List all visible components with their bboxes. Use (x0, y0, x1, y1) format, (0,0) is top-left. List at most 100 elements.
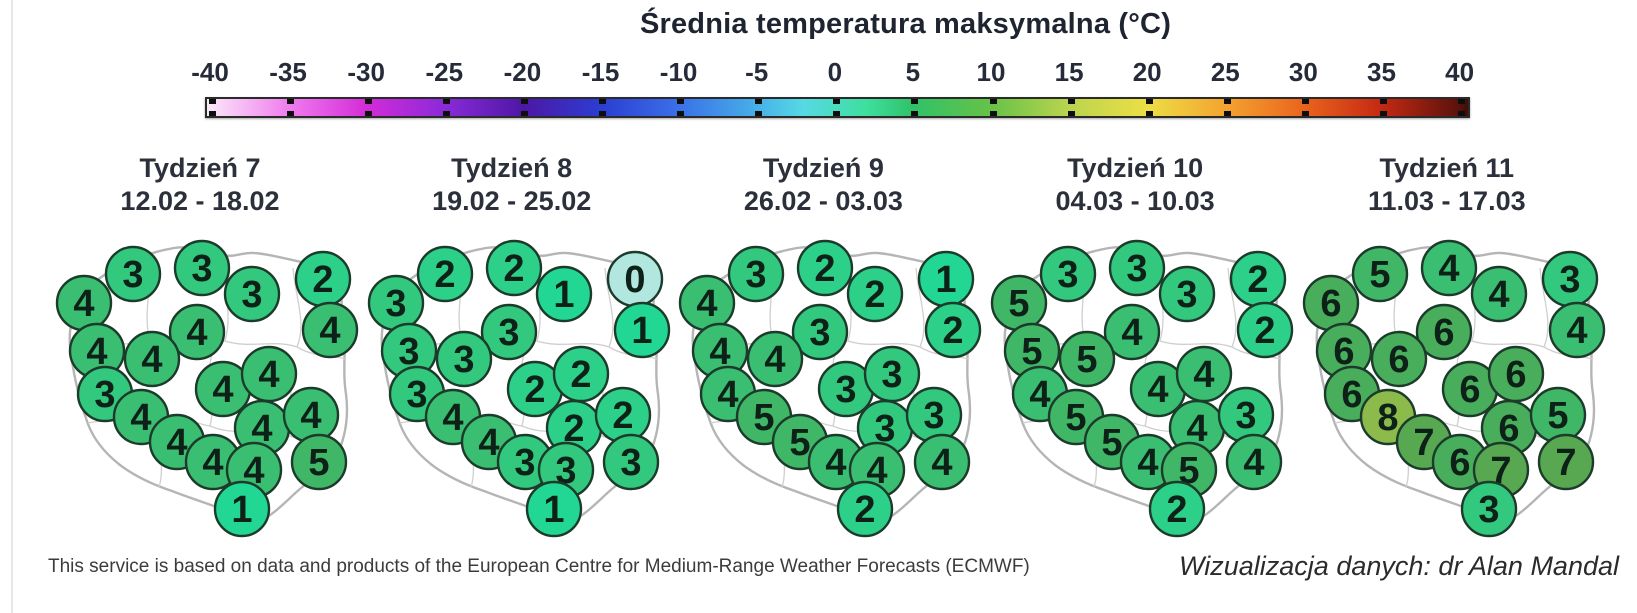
temperature-value: 7 (1555, 442, 1576, 484)
temperature-value: 3 (406, 374, 427, 416)
temperature-marker: 2 (506, 360, 563, 418)
temperature-value: 4 (1138, 442, 1159, 484)
temperature-value: 1 (231, 489, 252, 531)
voivodeship-border-line (1227, 267, 1237, 348)
colorbar-tick-mark (364, 111, 372, 116)
temperature-marker: 4 (168, 303, 226, 361)
temperature-marker: 4 (55, 274, 113, 332)
temperature-marker: 4 (679, 274, 736, 332)
week-date-range: 26.02 - 03.03 (743, 186, 903, 216)
colorbar-tick-mark (208, 99, 216, 104)
colorbar-tick-mark (1067, 111, 1075, 116)
temperature-marker: 2 (485, 239, 542, 297)
colorbar-tick-mark (1145, 99, 1153, 104)
week-title: Tydzień 7 (139, 153, 261, 183)
temperature-marker-circle (1108, 239, 1166, 297)
temperature-marker: 4 (1548, 301, 1605, 359)
temperature-value: 4 (73, 283, 94, 325)
colorbar-tick-label: 0 (827, 57, 843, 87)
colorbar-tick-mark (1223, 111, 1231, 116)
temperature-value: 5 (1077, 339, 1098, 381)
temperature-marker: 2 (837, 480, 894, 538)
colorbar-tick-mark (599, 111, 606, 116)
temperature-marker-circle (1058, 330, 1116, 388)
colorbar-tick-label: 10 (976, 57, 1006, 87)
temperature-value: 5 (308, 442, 329, 484)
voivodeship-border-line (224, 340, 298, 348)
temperature-value: 1 (553, 274, 574, 316)
temperature-value: 4 (258, 354, 279, 396)
temperature-value: 3 (514, 442, 535, 484)
temperature-marker-circle (613, 301, 670, 359)
temperature-marker: 5 (1351, 245, 1408, 303)
week-panel: Tydzień 11 11.03 - 17.03 5 4 6 4 3 6 4 6 6 6 6 6 8 7 6 5 6… (1291, 152, 1605, 556)
temperature-marker: 1 (918, 250, 975, 308)
temperature-value: 2 (855, 489, 876, 531)
colorbar-tick-mark (989, 111, 997, 116)
colorbar-tick-mark (442, 99, 450, 104)
voivodeship-border-line (1539, 267, 1549, 348)
temperature-marker-circle (1420, 239, 1477, 297)
temperature-marker: 3 (1460, 480, 1517, 538)
colorbar-tick-label: -30 (347, 57, 385, 87)
temperature-value: 4 (166, 422, 187, 464)
temperature-marker: 5 (1529, 386, 1586, 444)
temperature-value: 7 (1490, 450, 1511, 492)
temperature-marker-circle (485, 239, 542, 297)
temperature-value: 6 (1498, 408, 1519, 450)
temperature-value: 4 (243, 450, 264, 492)
temperature-marker: 4 (914, 433, 971, 491)
colorbar-tick-label: 20 (1132, 57, 1162, 87)
colorbar-tick-mark (364, 99, 372, 104)
temperature-value: 4 (86, 331, 107, 373)
colorbar-tick-mark (1223, 99, 1231, 104)
week-panel: Tydzień 7 12.02 - 18.02 3 3 4 3 2 4 4 4 4 4 4 3 4 4 4 4 4 4… (44, 152, 359, 556)
temperature-marker-circle (123, 330, 181, 388)
temperature-marker: 3 (223, 265, 281, 323)
temperature-value: 2 (503, 248, 524, 290)
temperature-value: 3 (836, 369, 857, 411)
temperature-value: 0 (624, 259, 645, 301)
temperature-marker: 6 (1441, 360, 1498, 418)
colorbar-tick-mark (833, 111, 841, 116)
temperature-marker: 6 (1487, 345, 1544, 403)
temperature-marker-circle (1415, 303, 1472, 361)
temperature-value: 3 (1478, 489, 1499, 531)
temperature-value: 4 (202, 442, 223, 484)
colorbar-tick-mark (286, 99, 294, 104)
colorbar-tick-mark (1145, 111, 1153, 116)
temperature-value: 4 (300, 395, 321, 437)
temperature-value: 3 (241, 274, 262, 316)
temperature-marker: 3 (602, 433, 659, 491)
temperature-marker-circle (1370, 330, 1427, 388)
temperature-value: 1 (543, 489, 564, 531)
temperature-value: 5 (1547, 395, 1568, 437)
voivodeship-border-line (292, 267, 302, 348)
temperature-marker-circle (602, 433, 659, 491)
temperature-marker: 5 (290, 433, 348, 491)
temperature-marker: 4 (460, 413, 517, 471)
temperature-value: 4 (1122, 312, 1143, 354)
temperature-marker: 4 (1420, 239, 1477, 297)
temperature-marker: 2 (925, 301, 982, 359)
temperature-marker-circle (168, 303, 226, 361)
colorbar-tick-mark (989, 99, 997, 104)
temperature-value: 6 (1333, 331, 1354, 373)
temperature-value: 2 (1167, 489, 1188, 531)
temperature-marker-circle (173, 239, 231, 297)
temperature-value: 5 (754, 397, 775, 439)
colorbar-tick-label: 35 (1367, 57, 1396, 87)
temperature-value: 3 (1236, 395, 1257, 437)
temperature-value: 1 (631, 310, 652, 352)
colorbar-tick-mark (677, 99, 685, 104)
temperature-marker: 2 (1236, 301, 1294, 359)
colorbar-tick-mark (677, 111, 685, 116)
colorbar-tick-label: 5 (905, 57, 921, 87)
temperature-marker-circle (797, 239, 854, 297)
week-date-range: 12.02 - 18.02 (120, 186, 280, 216)
colorbar-tick-label: -40 (191, 57, 229, 87)
colorbar-tick-mark (599, 99, 606, 104)
temperature-marker-circle (914, 433, 971, 491)
temperature-value: 2 (865, 274, 886, 316)
